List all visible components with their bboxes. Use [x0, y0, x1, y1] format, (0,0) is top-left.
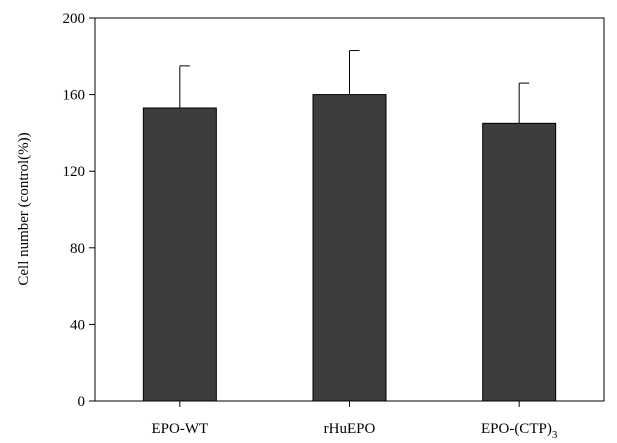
bar	[142, 107, 217, 402]
y-tick-label: 40	[70, 317, 85, 333]
y-tick-label: 160	[63, 88, 86, 104]
y-tick-label: 200	[63, 11, 86, 27]
bar	[312, 94, 387, 402]
x-tick-label-subscript: 3	[552, 429, 558, 441]
y-tick-label: 80	[70, 241, 85, 257]
x-tick-label: EPO-(CTP)3	[481, 421, 558, 441]
bars	[142, 50, 557, 402]
y-tick-label: 120	[63, 164, 86, 180]
x-axis: EPO-WT rHuEPO EPO-(CTP)3	[152, 401, 558, 441]
x-tick-label-text: rHuEPO	[324, 421, 376, 437]
x-tick-label-text: EPO-(CTP)	[481, 421, 552, 437]
x-tick-label: EPO-WT	[152, 421, 209, 437]
x-tick-label-text: EPO-WT	[152, 421, 209, 437]
x-tick-label: rHuEPO	[324, 421, 376, 437]
y-axis: 0 40 80 120 160 200	[63, 11, 95, 410]
y-tick-label: 0	[78, 394, 86, 410]
y-axis-title: Cell number (control(%))	[16, 132, 32, 285]
bar	[482, 122, 557, 402]
